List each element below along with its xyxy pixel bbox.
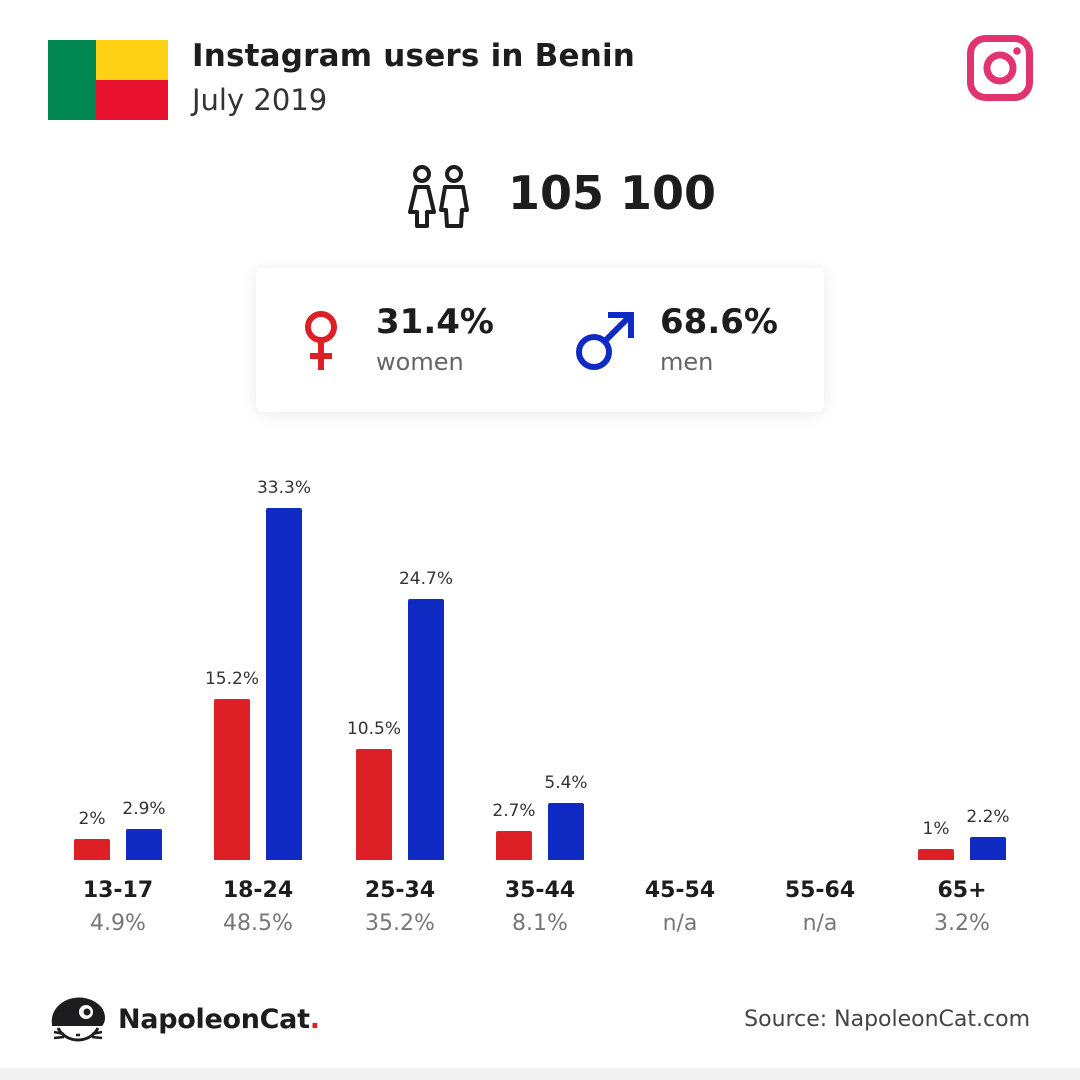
category-label-25-34: 25-34	[364, 878, 436, 903]
page-title: Instagram users in Benin	[192, 38, 636, 74]
bar-women-13-17	[74, 839, 110, 860]
benin-flag-icon	[48, 40, 168, 120]
gender-card: 31.4% women 68.6% men	[256, 268, 824, 412]
data-label-women-35-44: 2.7%	[492, 801, 536, 821]
bar-men-35-44	[548, 803, 584, 860]
bar-men-25-34	[408, 599, 444, 860]
data-label-women-13-17: 2%	[78, 809, 106, 829]
category-total-45-54: n/a	[662, 911, 698, 936]
category-label-55-64: 55-64	[784, 878, 856, 903]
women-percent: 31.4%	[376, 302, 494, 342]
bar-women-18-24	[214, 699, 250, 860]
data-label-women-18-24: 15.2%	[204, 669, 259, 689]
category-label-18-24: 18-24	[222, 878, 294, 903]
brand-dot: .	[309, 1004, 320, 1035]
total-users-value: 105 100	[508, 166, 717, 220]
bar-men-13-17	[126, 829, 162, 860]
bar-men-65+	[970, 837, 1006, 860]
users-icon	[408, 165, 469, 228]
bar-women-65+	[918, 849, 954, 860]
data-label-women-25-34: 10.5%	[346, 719, 401, 739]
brand-name-text: NapoleonCat	[118, 1004, 310, 1035]
category-total-18-24: 48.5%	[223, 911, 293, 936]
category-total-25-34: 35.2%	[365, 911, 435, 936]
data-label-men-65+: 2.2%	[966, 807, 1010, 827]
category-label-13-17: 13-17	[82, 878, 154, 903]
napoleoncat-logo-icon	[51, 997, 105, 1042]
data-label-men-25-34: 24.7%	[398, 569, 453, 589]
data-label-men-13-17: 2.9%	[122, 799, 166, 819]
category-total-13-17: 4.9%	[90, 911, 146, 936]
data-label-men-18-24: 33.3%	[256, 478, 311, 498]
women-label: women	[376, 348, 464, 376]
category-label-35-44: 35-44	[504, 878, 576, 903]
female-icon	[305, 311, 337, 370]
data-label-men-35-44: 5.4%	[544, 773, 588, 793]
bar-men-18-24	[266, 508, 302, 860]
data-label-women-65+: 1%	[922, 819, 950, 839]
male-icon	[576, 312, 634, 370]
men-percent: 68.6%	[660, 302, 778, 342]
brand-name: NapoleonCat.	[118, 1004, 320, 1035]
category-label-65+: 65+	[937, 878, 987, 903]
category-total-55-64: n/a	[802, 911, 838, 936]
category-total-35-44: 8.1%	[512, 911, 568, 936]
category-total-65+: 3.2%	[934, 911, 990, 936]
bar-women-25-34	[356, 749, 392, 860]
page-subtitle: July 2019	[192, 83, 328, 117]
footer-strip	[0, 1068, 1080, 1080]
bar-women-35-44	[496, 831, 532, 860]
source-text: Source: NapoleonCat.com	[744, 1007, 1030, 1032]
men-label: men	[660, 348, 714, 376]
instagram-icon	[967, 35, 1033, 101]
category-label-45-54: 45-54	[644, 878, 716, 903]
